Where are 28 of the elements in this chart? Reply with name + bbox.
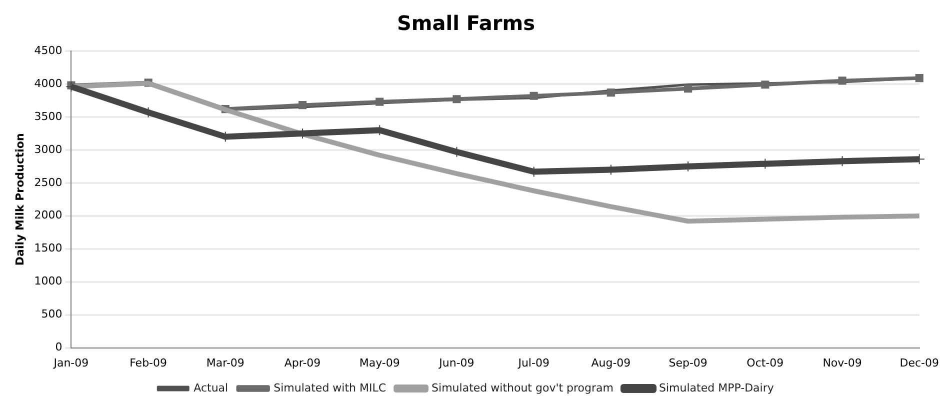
legend-label: Simulated without gov't program [432, 381, 614, 394]
x-tick-label: Jun-09 [438, 356, 474, 370]
y-tick-label: 2000 [34, 208, 62, 222]
x-tick-label: Aug-09 [591, 356, 631, 370]
legend-label: Simulated MPP-Dairy [659, 381, 774, 394]
x-tick-label: Jan-09 [52, 356, 89, 370]
x-tick-label: May-09 [359, 356, 400, 370]
x-tick-label: Dec-09 [900, 356, 940, 370]
y-tick-label: 4000 [34, 76, 62, 90]
x-tick-label: Oct-09 [746, 356, 784, 370]
x-tick-label: Mar-09 [206, 356, 244, 370]
y-tick-label: 0 [55, 340, 62, 354]
x-tick-label: Nov-09 [822, 356, 862, 370]
y-tick-label: 1500 [34, 242, 62, 255]
y-tick-label: 3000 [34, 142, 62, 156]
y-axis-title: Daily Milk Production [13, 133, 26, 266]
x-tick-label: Feb-09 [130, 356, 168, 370]
y-tick-label: 3500 [34, 110, 62, 123]
y-tick-label: 2500 [34, 176, 62, 189]
y-tick-label: 1000 [34, 274, 62, 288]
legend-label: Actual [194, 381, 228, 394]
chart-title: Small Farms [396, 11, 536, 36]
legend-label: Simulated with MILC [274, 381, 386, 394]
x-tick-label: Jul-09 [517, 356, 550, 370]
x-tick-label: Sep-09 [668, 356, 708, 370]
y-tick-label: 500 [41, 308, 62, 321]
x-tick-label: Apr-09 [284, 356, 321, 370]
y-tick-label: 4500 [34, 44, 62, 57]
